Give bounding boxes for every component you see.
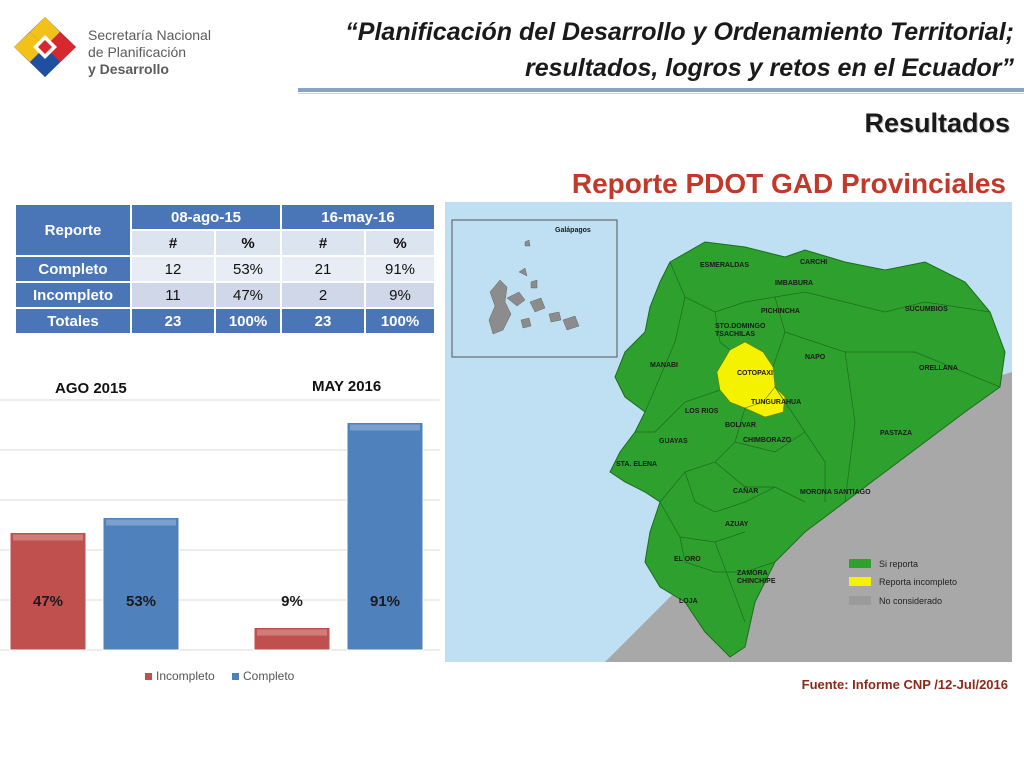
map-label-province: CHINCHIPE <box>737 578 776 585</box>
map-label-province: PICHINCHA <box>761 308 800 315</box>
map-label-province: IMBABURA <box>775 280 814 287</box>
map-label-province: COTOPAXI <box>737 370 773 377</box>
map-label-province: GUAYAS <box>659 438 688 445</box>
table-cell: 9% <box>364 281 436 309</box>
chart-bar-incompleto <box>9 532 87 651</box>
map-label-province: BOLIVAR <box>725 422 756 429</box>
table-cell: 11 <box>130 281 216 309</box>
chart-group-label: AGO 2015 <box>55 380 127 397</box>
map-label-province: PASTAZA <box>880 430 913 437</box>
legend-swatch <box>232 673 239 681</box>
chart-group-label: MAY 2016 <box>312 378 382 395</box>
table-subheader-cell: # <box>280 229 366 257</box>
map-legend-swatch <box>849 559 871 568</box>
map-label-province: STO.DOMINGO <box>715 323 766 330</box>
table-row-label: Completo <box>14 255 132 283</box>
map-label-province: NAPO <box>805 354 826 361</box>
title-divider-thin <box>298 93 1024 94</box>
bar-chart-svg: 47% 53% 9% 91% <box>0 399 440 651</box>
table-subheader-cell: % <box>214 229 282 257</box>
map-legend-si-reporta: Si reporta <box>879 559 919 569</box>
table-cell: 47% <box>214 281 282 309</box>
map-label-province: TSACHILAS <box>715 331 756 338</box>
chart-bar-highlight <box>350 424 420 431</box>
table-header-row: Reporte 08-ago-15 16-may-16 <box>14 203 436 257</box>
source-note: Fuente: Informe CNP /12-Jul/2016 <box>801 677 1008 692</box>
chart-legend-incompleto: Incompleto <box>145 669 215 683</box>
map-label-province: LOJA <box>679 598 698 605</box>
ecuador-map-svg <box>451 219 1012 662</box>
table-subheader-row: # % # % <box>15 229 436 257</box>
map-label-province: STA. ELENA <box>616 461 658 468</box>
chart-bar-completo <box>102 517 180 651</box>
organization-logo: Secretaría Nacional de Planificación y D… <box>12 15 242 79</box>
title-divider <box>298 88 1024 92</box>
org-name-line2: de Planificación <box>88 44 187 60</box>
chart-bar-incompleto <box>253 627 331 651</box>
legend-label: Completo <box>243 669 295 683</box>
chart-bar-highlight <box>13 534 83 541</box>
table-subheader-cell: # <box>130 229 216 257</box>
map-label-province: ORELLANA <box>919 365 958 372</box>
map-label-province: ZAMORA <box>737 570 768 577</box>
legend-label: Incompleto <box>156 669 215 683</box>
map-label-province: ESMERALDAS <box>700 262 750 269</box>
map-label-province: CARCHI <box>800 259 828 266</box>
chart-data-label: 91% <box>370 593 400 610</box>
org-name-line3: y Desarrollo <box>88 61 169 77</box>
chart-bar-highlight <box>257 629 327 636</box>
map-legend-swatch <box>849 577 871 586</box>
chart-data-label: 9% <box>281 593 303 610</box>
report-table: Reporte 08-ago-15 16-may-16 # % # % Comp… <box>14 203 436 335</box>
map-label-province: MORONA SANTIAGO <box>800 489 871 496</box>
org-name-line1: Secretaría Nacional <box>88 27 211 43</box>
bar-chart: 47% 53% 9% 91% AGO 2015 MAY 2016 Incompleto… <box>0 370 440 690</box>
map-label-province: EL ORO <box>674 556 701 563</box>
map-label-province: CAÑAR <box>733 488 759 495</box>
title-line1: “Planificación del Desarrollo y Ordenami… <box>345 18 1014 46</box>
map-label-galapagos: Galápagos <box>555 227 591 234</box>
report-title: Reporte PDOT GAD Provinciales <box>571 168 1006 199</box>
table-period2-header: 16-may-16 <box>280 203 436 231</box>
map-label-province: SUCUMBIOS <box>905 306 948 313</box>
chart-data-label: 47% <box>33 593 63 610</box>
table-cell: 12 <box>130 255 216 283</box>
table-row: Incompleto 11 47% 2 9% <box>14 281 436 309</box>
table-period1-header: 08-ago-15 <box>130 203 282 231</box>
table-cell: 23 <box>280 307 366 335</box>
table-cell: 100% <box>364 307 436 335</box>
map-legend-reporta-incompleto: Reporta incompleto <box>879 577 958 587</box>
map-legend-swatch <box>849 596 871 605</box>
table-row: Completo 12 53% 21 91% <box>14 255 436 283</box>
table-row: Totales 23 100% 23 100% <box>14 307 436 335</box>
ecuador-map: Galápagos ESMERALDAS CARCHI IMBABURA SUC… <box>445 202 1012 662</box>
chart-data-label: 53% <box>126 593 156 610</box>
map-legend-no-considerado: No considerado <box>879 596 943 606</box>
legend-swatch <box>145 673 152 681</box>
table-row-label: Incompleto <box>14 281 132 309</box>
table-row-label: Totales <box>14 307 132 335</box>
table-cell: 21 <box>280 255 366 283</box>
map-label-province: AZUAY <box>725 521 749 528</box>
map-label-province: MANABI <box>650 362 678 369</box>
chart-bar-highlight <box>106 519 176 526</box>
table-cell: 91% <box>364 255 436 283</box>
map-label-province: LOS RIOS <box>685 408 719 415</box>
chart-bar-completo <box>346 422 424 651</box>
table-cell: 100% <box>214 307 282 335</box>
chart-legend-completo: Completo <box>232 669 294 683</box>
map-label-province: CHIMBORAZO <box>743 437 792 444</box>
table-cell: 23 <box>130 307 216 335</box>
table-cell: 2 <box>280 281 366 309</box>
table-cell: 53% <box>214 255 282 283</box>
map-label-province: TUNGURAHUA <box>751 399 802 406</box>
slide-title: “Planificación del Desarrollo y Ordenami… <box>294 14 1014 86</box>
logo-emblem-icon <box>14 17 76 77</box>
title-line2: resultados, logros y retos en el Ecuador… <box>524 54 1014 82</box>
section-heading: Resultados <box>864 108 1010 138</box>
table-corner-cell: Reporte <box>14 203 132 257</box>
table-subheader-cell: % <box>364 229 436 257</box>
